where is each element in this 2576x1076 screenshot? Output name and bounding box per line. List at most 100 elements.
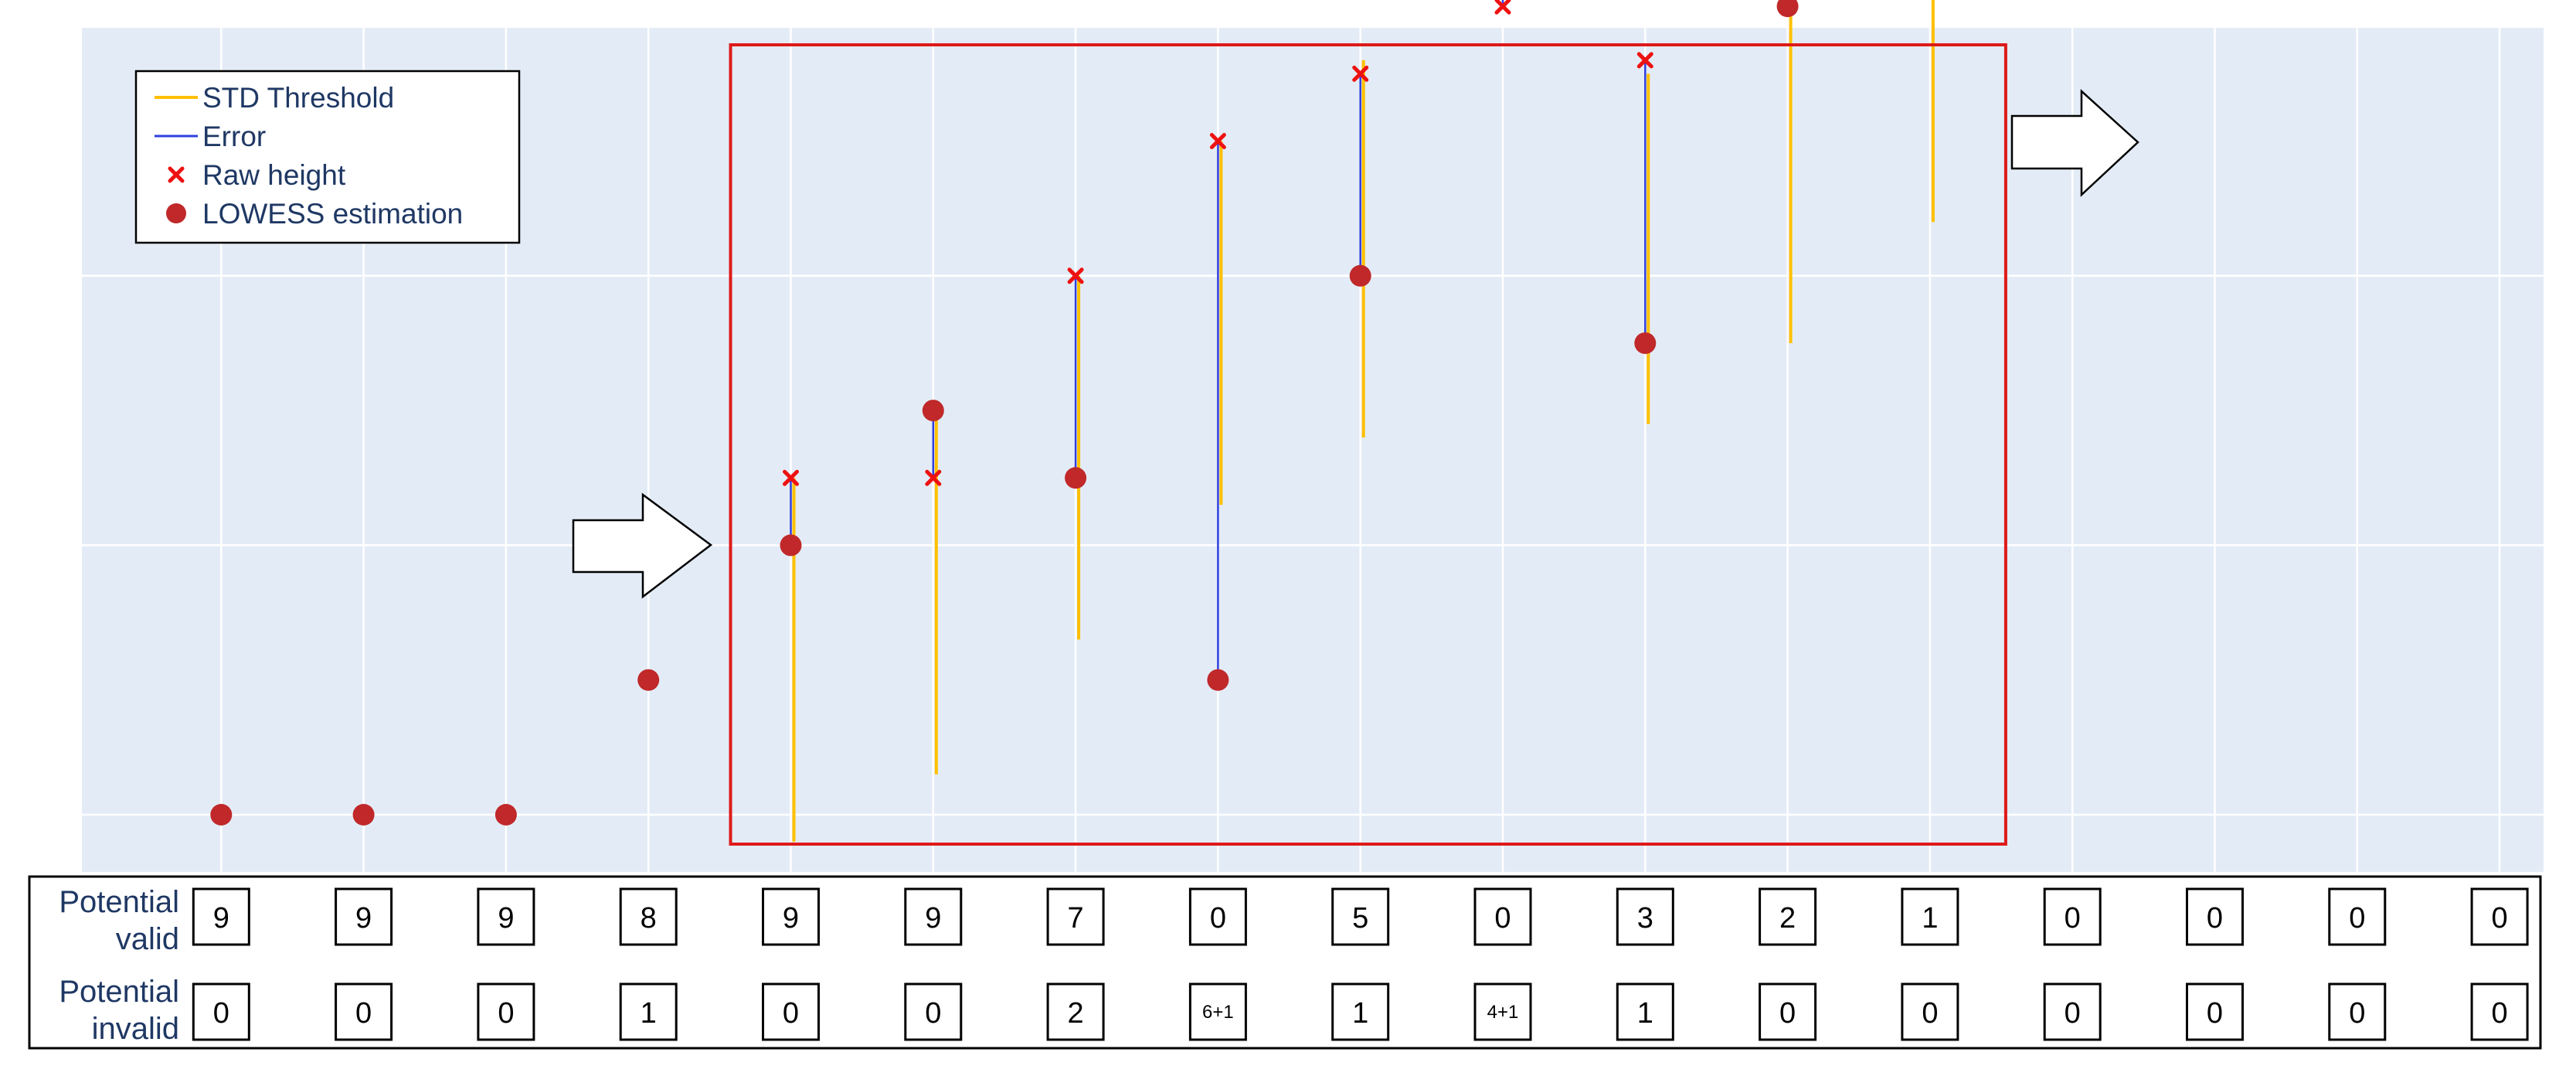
valid-cell: 1 xyxy=(1901,887,1959,946)
cell-value: 3 xyxy=(1637,902,1653,935)
cell-value: 0 xyxy=(783,997,799,1030)
raw-height-point xyxy=(925,469,942,486)
legend-raw-marker xyxy=(168,166,185,183)
cell-value: 9 xyxy=(213,902,229,935)
cell-box xyxy=(762,982,820,1041)
raw-height-point xyxy=(1636,52,1653,69)
invalid-cell: 0 xyxy=(335,982,393,1041)
cell-box xyxy=(1901,887,1959,946)
invalid-cell: 0 xyxy=(2328,982,2387,1041)
valid-cell: 8 xyxy=(619,887,678,946)
valid-cell: 9 xyxy=(477,887,535,946)
invalid-cell: 1 xyxy=(1331,982,1390,1041)
cell-box xyxy=(1901,982,1959,1041)
cell-box xyxy=(2043,982,2102,1041)
valid-cell: 2 xyxy=(1759,887,1817,946)
invalid-cell: 2 xyxy=(1046,982,1105,1041)
invalid-cell: 0 xyxy=(1759,982,1817,1041)
valid-cell: 9 xyxy=(192,887,250,946)
cell-box xyxy=(1759,982,1817,1041)
cell-value: 9 xyxy=(498,902,514,935)
cell-box xyxy=(335,982,393,1041)
raw-height-point xyxy=(1494,0,1511,15)
cell-box xyxy=(335,887,393,946)
cell-value: 0 xyxy=(2065,902,2081,935)
legend-lowess-swatch xyxy=(166,203,186,223)
legend-lowess-label: LOWESS estimation xyxy=(202,198,463,230)
cell-value: 0 xyxy=(1779,997,1796,1030)
lowess-point xyxy=(494,804,517,826)
cell-box xyxy=(1473,982,1532,1041)
cell-box xyxy=(619,887,678,946)
cell-value: 0 xyxy=(1210,902,1226,935)
cell-value: 0 xyxy=(355,997,372,1030)
cell-value: 1 xyxy=(1352,997,1368,1030)
cell-box xyxy=(2186,887,2244,946)
cell-box xyxy=(619,982,678,1041)
horizontal-gridlines xyxy=(82,5,2544,816)
cell-value: 2 xyxy=(1779,902,1796,935)
invalid-cell: 0 xyxy=(2043,982,2102,1041)
cell-box xyxy=(477,887,535,946)
cell-box xyxy=(762,887,820,946)
invalid-cell: 1 xyxy=(619,982,678,1041)
cell-value: 0 xyxy=(2207,997,2223,1030)
lowess-point xyxy=(1634,332,1657,354)
raw-height-point xyxy=(1209,133,1226,149)
cell-box xyxy=(2186,982,2244,1041)
invalid-cell: 0 xyxy=(2470,982,2529,1041)
cell-value: 0 xyxy=(498,997,514,1030)
invalid-cell: 4+1 xyxy=(1473,982,1532,1041)
invalid-cell: 6+1 xyxy=(1188,982,1247,1041)
cell-box xyxy=(2470,982,2529,1041)
cell-box xyxy=(1046,887,1105,946)
legend: STD Threshold Error Raw height LOWESS es… xyxy=(134,70,521,244)
raw-height-series xyxy=(783,0,1653,486)
valid-cell: 9 xyxy=(762,887,820,946)
lowess-point xyxy=(1349,264,1371,287)
cell-box xyxy=(1473,887,1532,946)
valid-cell: 5 xyxy=(1331,887,1390,946)
cell-value: 0 xyxy=(1922,997,1938,1030)
arrow-right-left xyxy=(572,492,713,599)
invalid-row-label-line2: invalid xyxy=(92,1012,179,1046)
lowess-point xyxy=(1065,467,1087,489)
cell-value: 1 xyxy=(1637,997,1653,1030)
raw-height-point xyxy=(1067,267,1084,284)
invalid-cell: 0 xyxy=(904,982,963,1041)
cell-value: 9 xyxy=(355,902,372,935)
cell-box xyxy=(2043,887,2102,946)
cell-box xyxy=(1331,887,1390,946)
invalid-cell: 1 xyxy=(1616,982,1674,1041)
cell-value: 0 xyxy=(2207,902,2223,935)
cell-value: 0 xyxy=(1494,902,1511,935)
arrow-right-top xyxy=(2010,89,2139,197)
valid-cell: 9 xyxy=(904,887,963,946)
highlight-box xyxy=(729,43,2007,846)
valid-row-label-line2: valid xyxy=(116,922,179,956)
lowess-point xyxy=(210,804,233,826)
cell-value: 8 xyxy=(641,902,657,935)
invalid-cell: 0 xyxy=(762,982,820,1041)
table-cells: 9 9 9 8 9 9 7 0 5 0 3 2 1 0 0 0 0 0 0 0 1 0 0 2 6+1 1 4+1 1 0 0 0 0 0 0 xyxy=(192,887,2529,1041)
cell-box xyxy=(2328,887,2387,946)
invalid-cell: 0 xyxy=(2186,982,2244,1041)
invalid-row-label-line1: Potential xyxy=(59,975,179,1009)
cell-value: 0 xyxy=(2065,997,2081,1030)
cell-value: 1 xyxy=(641,997,657,1030)
table-frame xyxy=(28,875,2542,1050)
raw-height-point xyxy=(783,469,799,486)
cell-box xyxy=(192,887,250,946)
cell-box xyxy=(904,982,963,1041)
cell-box xyxy=(904,887,963,946)
valid-cell: 3 xyxy=(1616,887,1674,946)
cell-box xyxy=(1616,887,1674,946)
cell-box xyxy=(192,982,250,1041)
cell-value: 1 xyxy=(1922,902,1938,935)
legend-raw-label: Raw height xyxy=(202,159,346,191)
cell-box xyxy=(1331,982,1390,1041)
cell-value: 5 xyxy=(1352,902,1368,935)
cell-value: 6+1 xyxy=(1202,1002,1234,1023)
lowess-point xyxy=(1776,0,1799,18)
